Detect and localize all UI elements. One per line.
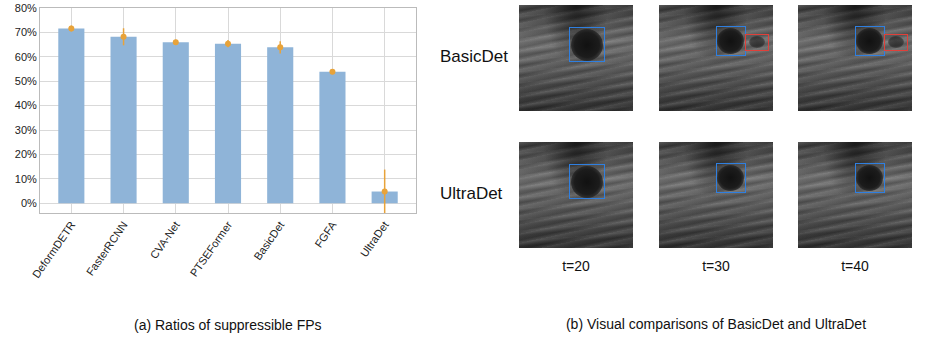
svg-text:BasicDet: BasicDet <box>251 219 286 262</box>
svg-text:FGFA: FGFA <box>312 219 339 250</box>
html-text:t=20: t=20 <box>562 258 590 274</box>
html-text:(b) Visual comparisons of Basi: (b) Visual comparisons of BasicDet and U… <box>566 316 866 332</box>
html-text:UltraDet: UltraDet <box>440 184 503 203</box>
svg-text:70%: 70% <box>15 26 37 38</box>
svg-text:UltraDet: UltraDet <box>358 219 391 259</box>
html-text:BasicDet: BasicDet <box>440 47 508 66</box>
html-text:t=30: t=30 <box>702 258 730 274</box>
svg-text:10%: 10% <box>15 173 37 185</box>
svg-text:50%: 50% <box>15 75 37 87</box>
svg-text:40%: 40% <box>15 99 37 111</box>
html-text:t=40: t=40 <box>841 258 869 274</box>
svg-text:20%: 20% <box>15 148 37 160</box>
svg-text:CVA-Net: CVA-Net <box>148 219 182 261</box>
svg-text:30%: 30% <box>15 124 37 136</box>
svg-text:DeformDETR: DeformDETR <box>30 219 78 280</box>
svg-text:FasterRCNN: FasterRCNN <box>84 219 130 277</box>
svg-text:PTSEFormer: PTSEFormer <box>187 219 234 279</box>
svg-text:80%: 80% <box>15 2 37 14</box>
svg-text:(a) Ratios of suppressible FPs: (a) Ratios of suppressible FPs <box>134 317 322 333</box>
svg-text:60%: 60% <box>15 51 37 63</box>
svg-text:0%: 0% <box>21 197 37 209</box>
